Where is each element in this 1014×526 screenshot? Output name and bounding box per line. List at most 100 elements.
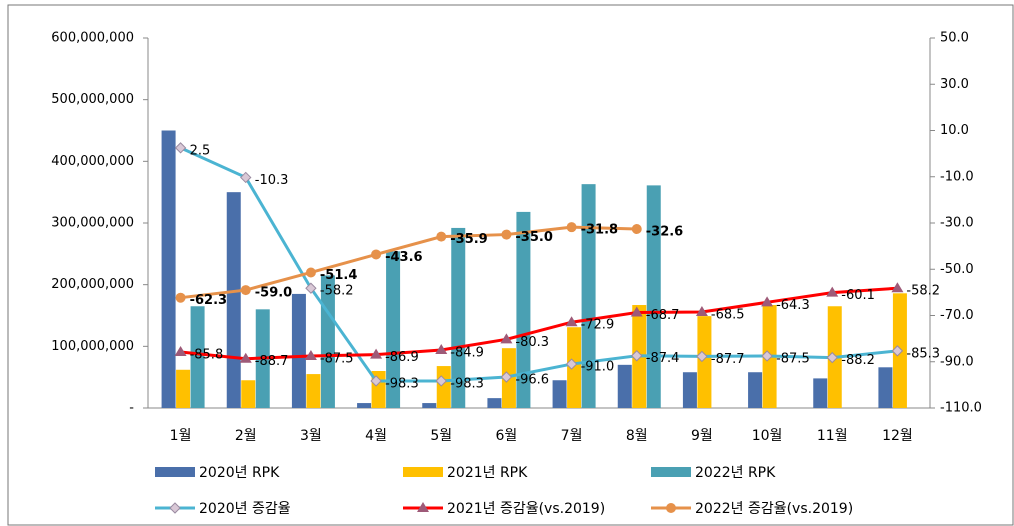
data-label: -85.8	[190, 348, 224, 363]
line-marker	[175, 292, 186, 303]
bar	[291, 293, 306, 408]
x-tick-label: 2월	[235, 428, 257, 444]
data-label: -68.5	[711, 308, 745, 323]
bar	[422, 403, 437, 408]
data-label: -58.2	[906, 284, 940, 299]
line-marker	[630, 306, 643, 317]
data-label: -88.2	[841, 353, 875, 368]
line-marker	[174, 142, 187, 154]
legend-label: 2020년 RPK	[199, 465, 280, 481]
chart-frame	[7, 4, 1014, 526]
bar	[581, 184, 596, 408]
data-label: -35.9	[450, 232, 487, 247]
y-tick-label: 200,000,000	[51, 277, 134, 292]
line-marker	[239, 352, 252, 363]
data-label: -62.3	[190, 293, 227, 308]
x-tick-label: 10월	[752, 428, 783, 444]
data-label: -98.3	[385, 376, 419, 391]
y-tick-label: 100,000,000	[51, 339, 134, 354]
data-label: -84.9	[450, 345, 484, 360]
bar	[357, 403, 372, 408]
data-label: -91.0	[581, 360, 615, 375]
bar	[241, 380, 256, 408]
bar	[682, 372, 697, 408]
line-marker	[891, 282, 904, 293]
line-marker	[435, 375, 447, 387]
line	[180, 286, 898, 361]
x-tick-label: 5월	[430, 428, 452, 444]
legend-label: 2020년 증감율	[199, 501, 291, 517]
data-label: -98.3	[450, 376, 484, 391]
bar	[617, 364, 632, 408]
bar	[306, 374, 321, 408]
legend-marker	[666, 503, 676, 513]
bar	[748, 372, 763, 408]
line-marker	[174, 346, 187, 357]
legend-swatch	[155, 467, 195, 477]
data-label: -31.8	[581, 223, 618, 238]
data-label: -43.6	[385, 250, 422, 265]
bar	[697, 316, 712, 408]
bar	[567, 327, 582, 408]
legend-marker	[417, 502, 429, 512]
x-tick-label: 4월	[365, 428, 387, 444]
legend-swatch	[651, 467, 691, 477]
data-label: -85.3	[906, 346, 940, 361]
data-label: -87.5	[320, 351, 354, 366]
data-label: -86.9	[385, 350, 419, 365]
line-marker	[500, 333, 513, 344]
bar	[451, 227, 466, 408]
line-marker	[566, 222, 577, 233]
legend-label: 2022년 RPK	[695, 465, 776, 481]
line-marker	[370, 348, 383, 359]
bar	[176, 369, 191, 408]
data-label: -51.4	[320, 268, 357, 283]
bar	[487, 398, 502, 408]
y2-tick-label: 30.0	[940, 77, 969, 92]
legend-label: 2021년 증감율(vs.2019)	[447, 501, 605, 517]
line-marker	[305, 267, 316, 278]
line-marker	[240, 171, 252, 184]
legend-label: 2021년 RPK	[447, 465, 528, 481]
x-tick-label: 3월	[300, 428, 322, 444]
line-marker	[501, 229, 512, 240]
line-marker	[371, 249, 382, 260]
line-marker	[565, 358, 578, 370]
legend-swatch	[403, 467, 443, 477]
data-label: -72.9	[581, 318, 615, 333]
line-marker	[305, 282, 317, 294]
bar	[190, 306, 205, 408]
data-label: -10.3	[255, 173, 289, 188]
x-tick-label: 1월	[170, 428, 192, 444]
x-tick-label: 12월	[882, 428, 913, 444]
line-marker	[304, 349, 317, 360]
data-label: -60.1	[841, 288, 875, 303]
y2-tick-label: -110.0	[940, 401, 982, 416]
legend-marker	[169, 502, 181, 514]
y-tick-label: -	[129, 401, 134, 416]
data-label: -68.7	[646, 308, 680, 323]
bar	[878, 367, 893, 408]
legend-label: 2022년 증감율(vs.2019)	[695, 501, 853, 517]
x-tick-label: 11월	[817, 428, 848, 444]
data-label: -59.0	[255, 286, 292, 301]
x-tick-label: 7월	[561, 428, 583, 444]
x-tick-label: 9월	[691, 428, 713, 444]
data-label: -87.7	[711, 352, 745, 367]
line-marker	[761, 296, 774, 307]
line-marker	[631, 224, 642, 235]
bar	[646, 185, 661, 408]
line-marker	[826, 286, 839, 297]
line-marker	[436, 231, 447, 242]
data-label: -58.2	[320, 284, 354, 299]
y2-tick-label: 50.0	[940, 31, 969, 46]
y2-tick-label: -50.0	[940, 262, 974, 277]
y2-tick-label: -70.0	[940, 308, 974, 323]
line-marker	[891, 345, 904, 357]
data-label: -87.5	[776, 351, 810, 366]
line-marker	[435, 343, 448, 354]
line-marker	[761, 350, 773, 362]
y-tick-label: 600,000,000	[51, 31, 134, 46]
line-marker	[631, 350, 643, 362]
